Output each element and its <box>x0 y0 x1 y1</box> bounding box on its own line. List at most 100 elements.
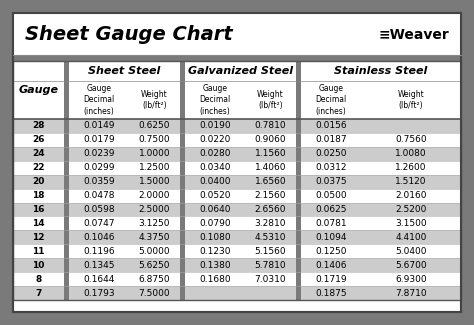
Bar <box>129 161 180 175</box>
Text: 0.0790: 0.0790 <box>199 219 231 228</box>
Bar <box>129 188 180 202</box>
Text: 5.1560: 5.1560 <box>255 247 286 256</box>
Bar <box>361 216 461 230</box>
Bar <box>185 133 245 147</box>
Bar <box>64 61 69 300</box>
Bar <box>69 161 129 175</box>
Bar <box>301 133 361 147</box>
Text: Gauge
Decimal
(inches): Gauge Decimal (inches) <box>315 84 346 116</box>
Bar <box>13 61 461 300</box>
Text: Gauge
Decimal
(inches): Gauge Decimal (inches) <box>200 84 231 116</box>
Bar <box>69 230 129 244</box>
Bar <box>180 61 185 300</box>
Text: 0.0478: 0.0478 <box>83 191 115 200</box>
Bar <box>245 286 296 300</box>
Bar <box>185 161 245 175</box>
Bar <box>13 61 461 300</box>
Bar <box>13 202 64 216</box>
Text: 7.5000: 7.5000 <box>139 289 170 298</box>
Text: 0.0156: 0.0156 <box>315 122 347 130</box>
Bar <box>301 286 361 300</box>
Text: 0.6250: 0.6250 <box>139 122 170 130</box>
Text: 2.0160: 2.0160 <box>395 191 427 200</box>
Text: 0.1406: 0.1406 <box>315 261 347 270</box>
Text: 0.1080: 0.1080 <box>199 233 231 242</box>
Text: 0.0625: 0.0625 <box>315 205 347 214</box>
Bar <box>14 14 460 56</box>
Text: 5.6250: 5.6250 <box>139 261 170 270</box>
Text: 0.7810: 0.7810 <box>255 122 286 130</box>
Bar <box>185 175 245 188</box>
Bar <box>245 202 296 216</box>
Text: 2.5000: 2.5000 <box>139 205 170 214</box>
Bar <box>361 272 461 286</box>
Text: 5.6700: 5.6700 <box>395 261 427 270</box>
Text: 0.0520: 0.0520 <box>199 191 231 200</box>
Text: 5.0400: 5.0400 <box>395 247 427 256</box>
Text: 2.5200: 2.5200 <box>395 205 427 214</box>
Bar <box>185 216 245 230</box>
Bar <box>245 258 296 272</box>
Text: 0.1094: 0.1094 <box>315 233 347 242</box>
Bar <box>245 161 296 175</box>
Text: 2.0000: 2.0000 <box>139 191 170 200</box>
Text: 1.0000: 1.0000 <box>139 149 170 158</box>
Bar <box>361 175 461 188</box>
Bar <box>13 161 64 175</box>
Text: 7.8710: 7.8710 <box>395 289 427 298</box>
Bar <box>64 61 69 300</box>
Bar <box>245 188 296 202</box>
Bar <box>361 244 461 258</box>
Text: 0.0359: 0.0359 <box>83 177 115 186</box>
Text: 0.7560: 0.7560 <box>395 136 427 144</box>
Text: 0.0250: 0.0250 <box>315 149 347 158</box>
Bar <box>361 230 461 244</box>
Bar <box>13 272 64 286</box>
Bar <box>69 272 129 286</box>
Text: 0.0640: 0.0640 <box>199 205 231 214</box>
Text: 0.0400: 0.0400 <box>199 177 231 186</box>
Text: 20: 20 <box>32 177 45 186</box>
Bar <box>361 161 461 175</box>
Text: 0.1793: 0.1793 <box>83 289 115 298</box>
Bar <box>180 61 185 300</box>
Bar <box>361 202 461 216</box>
Text: 5.7810: 5.7810 <box>255 261 286 270</box>
Bar <box>13 56 461 61</box>
Bar <box>69 216 129 230</box>
Text: 3.1250: 3.1250 <box>139 219 170 228</box>
Text: 1.4060: 1.4060 <box>255 163 286 172</box>
Bar <box>13 175 64 188</box>
Bar <box>13 230 64 244</box>
Text: Stainless Steel: Stainless Steel <box>334 66 428 76</box>
Text: 0.1875: 0.1875 <box>315 289 347 298</box>
Bar <box>69 119 129 133</box>
Bar <box>245 119 296 133</box>
Bar <box>245 175 296 188</box>
Bar <box>129 258 180 272</box>
Text: 4.4100: 4.4100 <box>395 233 427 242</box>
Text: 0.0190: 0.0190 <box>199 122 231 130</box>
Bar <box>361 188 461 202</box>
Text: 0.1046: 0.1046 <box>83 233 115 242</box>
Text: Sheet Gauge Chart: Sheet Gauge Chart <box>25 25 233 45</box>
Text: 0.1380: 0.1380 <box>199 261 231 270</box>
Bar <box>301 119 361 133</box>
Text: 0.1680: 0.1680 <box>199 275 231 284</box>
Bar <box>301 230 361 244</box>
Bar <box>361 147 461 161</box>
Bar <box>301 147 361 161</box>
Bar <box>245 244 296 258</box>
Text: Galvanized Steel: Galvanized Steel <box>188 66 293 76</box>
Text: 5.0000: 5.0000 <box>139 247 170 256</box>
Text: 3.2810: 3.2810 <box>255 219 286 228</box>
Bar <box>301 244 361 258</box>
Text: 4.5310: 4.5310 <box>255 233 286 242</box>
Text: 0.1345: 0.1345 <box>83 261 115 270</box>
Bar <box>245 147 296 161</box>
Bar <box>301 258 361 272</box>
Text: Sheet Steel: Sheet Steel <box>88 66 161 76</box>
Text: 2.6560: 2.6560 <box>255 205 286 214</box>
Bar <box>245 133 296 147</box>
Text: 3.1500: 3.1500 <box>395 219 427 228</box>
